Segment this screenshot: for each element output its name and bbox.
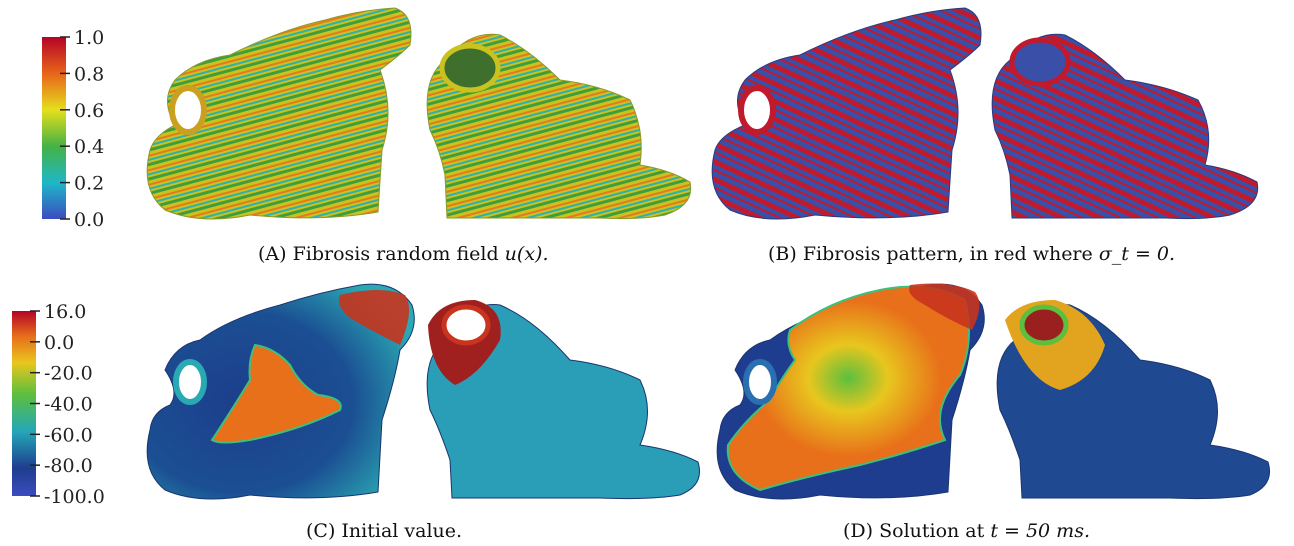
colorbar-tick-label: -40.0	[44, 394, 93, 416]
caption-letter: (B)	[768, 243, 797, 265]
vessel-opening	[1009, 37, 1071, 87]
caption-d: (D) Solution at t = 50 ms.	[843, 520, 1090, 542]
colorbar-tick-label: 0.2	[74, 173, 104, 195]
panel-b-image	[711, 7, 1259, 220]
colorbar-tick-label: -20.0	[44, 363, 93, 385]
activation-front	[338, 290, 409, 345]
vessel-opening	[738, 85, 776, 135]
vessel-opening	[439, 43, 501, 93]
panel-c-image	[146, 283, 700, 500]
caption-letter: (D)	[843, 520, 874, 542]
colorbar-gradient	[42, 37, 66, 219]
colorbar-tick-label: 0.6	[74, 100, 104, 122]
caption-letter: (C)	[306, 520, 336, 542]
vessel-opening	[743, 359, 777, 405]
colorbar-tick-label: -100.0	[44, 486, 105, 508]
caption-math: σ_t = 0.	[1098, 243, 1176, 265]
colorbar-tick-label: 16.0	[44, 301, 86, 323]
depolarized-region	[210, 343, 342, 444]
colorbar-tick-label: 0.0	[74, 209, 104, 231]
colorbar-tick-label: 0.4	[74, 136, 104, 158]
atrium-view-left	[711, 7, 982, 220]
caption-text: Solution at	[879, 520, 985, 542]
colorbar-tick-label: 1.0	[74, 27, 104, 49]
caption-math: u(x).	[504, 243, 549, 265]
vessel-opening	[169, 85, 207, 135]
colorbar-tick-label: 0.8	[74, 63, 104, 85]
activation-front	[909, 283, 980, 330]
caption-text: Initial value.	[341, 520, 463, 542]
colorbar-potential: 16.0 0.0 -20.0 -40.0 -60.0 -80.0 -100.0	[12, 301, 105, 508]
caption-b: (B) Fibrosis pattern, in red where σ_t =…	[768, 243, 1175, 265]
caption-text: Fibrosis pattern, in red where	[802, 243, 1093, 265]
vessel-opening	[1019, 304, 1069, 346]
caption-text: Fibrosis random field	[292, 243, 499, 265]
colorbar-tick-label: -80.0	[44, 455, 93, 477]
atrium-view-right	[426, 303, 700, 500]
colorbar-tick-label: -60.0	[44, 424, 93, 446]
caption-c: (C) Initial value.	[306, 520, 462, 542]
caption-letter: (A)	[258, 243, 287, 265]
vessel-opening	[173, 359, 207, 405]
panel-d-image	[716, 283, 1270, 500]
caption-a: (A) Fibrosis random field u(x).	[258, 243, 549, 265]
atrium-view-left	[146, 7, 412, 220]
vessel-opening	[441, 304, 491, 346]
colorbar-fibrosis: 1.0 0.8 0.6 0.4 0.2 0.0	[42, 27, 104, 231]
colorbar-tick-label: 0.0	[44, 332, 74, 354]
caption-math: t = 50 ms.	[990, 520, 1090, 542]
panel-a-image	[146, 7, 692, 220]
